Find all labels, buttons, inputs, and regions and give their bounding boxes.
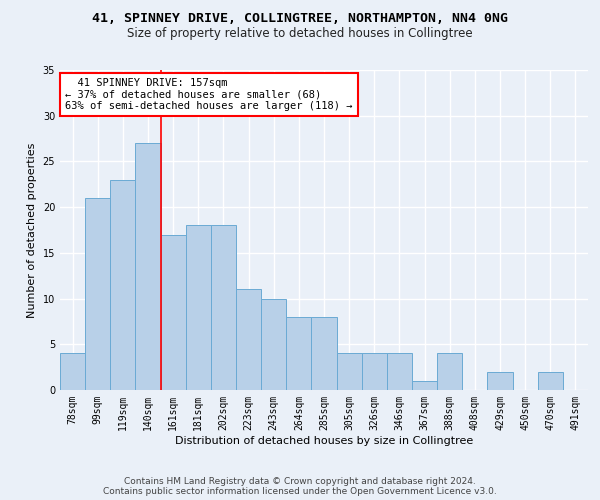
X-axis label: Distribution of detached houses by size in Collingtree: Distribution of detached houses by size …: [175, 436, 473, 446]
Bar: [85, 198, 110, 390]
Bar: [412, 381, 437, 390]
Y-axis label: Number of detached properties: Number of detached properties: [27, 142, 37, 318]
Text: Size of property relative to detached houses in Collingtree: Size of property relative to detached ho…: [127, 28, 473, 40]
Bar: [487, 372, 512, 390]
Bar: [261, 298, 286, 390]
Bar: [437, 354, 462, 390]
Bar: [337, 354, 362, 390]
Bar: [236, 290, 261, 390]
Bar: [186, 226, 211, 390]
Bar: [286, 317, 311, 390]
Bar: [60, 354, 85, 390]
Text: Contains public sector information licensed under the Open Government Licence v3: Contains public sector information licen…: [103, 487, 497, 496]
Bar: [161, 234, 186, 390]
Bar: [136, 143, 161, 390]
Bar: [311, 317, 337, 390]
Bar: [211, 226, 236, 390]
Bar: [362, 354, 387, 390]
Bar: [110, 180, 136, 390]
Text: Contains HM Land Registry data © Crown copyright and database right 2024.: Contains HM Land Registry data © Crown c…: [124, 477, 476, 486]
Bar: [538, 372, 563, 390]
Text: 41, SPINNEY DRIVE, COLLINGTREE, NORTHAMPTON, NN4 0NG: 41, SPINNEY DRIVE, COLLINGTREE, NORTHAMP…: [92, 12, 508, 26]
Bar: [387, 354, 412, 390]
Text: 41 SPINNEY DRIVE: 157sqm
← 37% of detached houses are smaller (68)
63% of semi-d: 41 SPINNEY DRIVE: 157sqm ← 37% of detach…: [65, 78, 353, 111]
